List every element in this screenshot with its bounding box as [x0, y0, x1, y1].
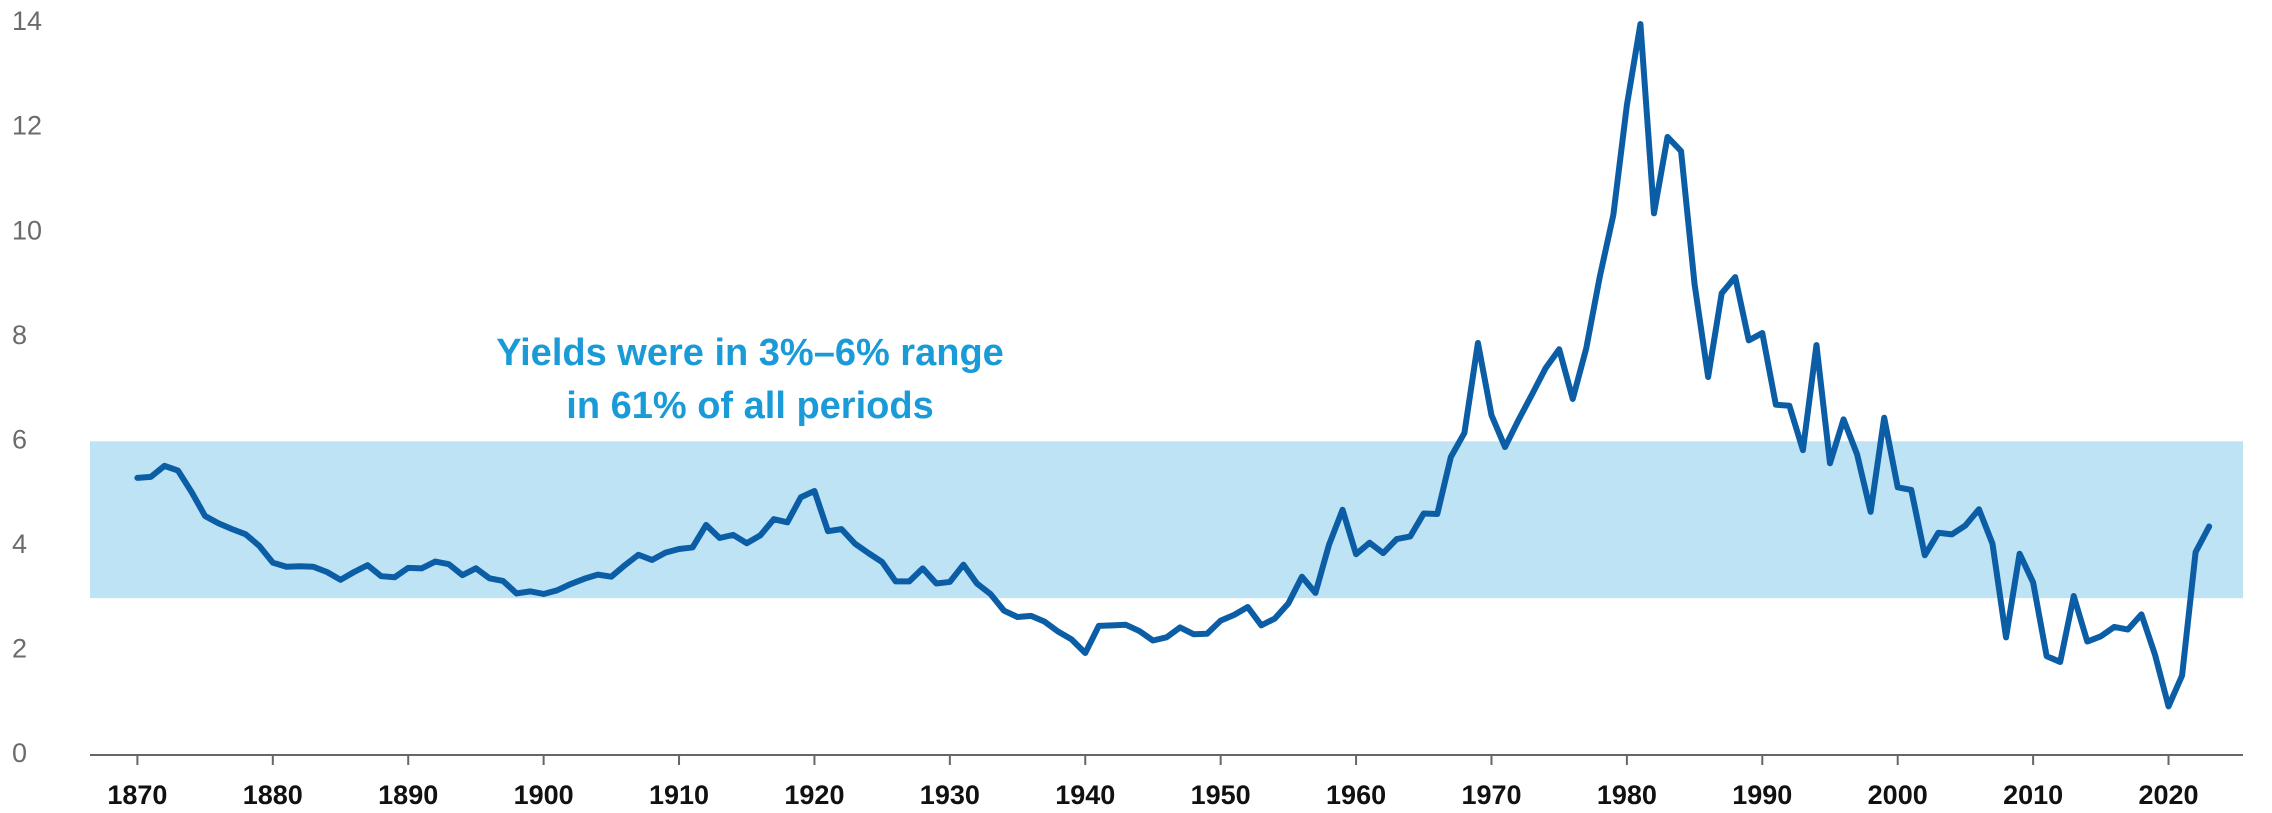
x-tick-label: 1880: [243, 780, 303, 810]
x-tick-label: 1900: [514, 780, 574, 810]
x-tick-label: 1970: [1461, 780, 1521, 810]
yield-line: [134, 21, 2213, 710]
y-tick-label: 2: [12, 634, 27, 664]
annotation: in 61% of all periods: [566, 385, 933, 427]
y-tick-label: 10: [12, 215, 42, 245]
x-tick-label: 1950: [1191, 780, 1251, 810]
x-tick-label: 1890: [378, 780, 438, 810]
x-tick-label: 2020: [2138, 780, 2198, 810]
x-tick-label: 1920: [784, 780, 844, 810]
annotation: Yields were in 3%–6% range: [496, 332, 1004, 374]
x-tick-label: 1910: [649, 780, 709, 810]
x-tick-label: 1870: [107, 780, 167, 810]
x-tick-label: 1990: [1732, 780, 1792, 810]
y-tick-label: 12: [12, 111, 42, 141]
range-band: [90, 441, 2243, 599]
x-tick-label: 1930: [920, 780, 980, 810]
y-tick-label: 0: [12, 738, 27, 768]
y-tick-label: 8: [12, 320, 27, 350]
x-tick-label: 2000: [1868, 780, 1928, 810]
x-tick-label: 2010: [2003, 780, 2063, 810]
x-tick-label: 1980: [1597, 780, 1657, 810]
y-tick-label: 14: [12, 6, 42, 36]
x-tick-label: 1960: [1326, 780, 1386, 810]
x-tick-label: 1940: [1055, 780, 1115, 810]
y-tick-label: 4: [12, 529, 27, 559]
y-tick-label: 6: [12, 424, 27, 454]
